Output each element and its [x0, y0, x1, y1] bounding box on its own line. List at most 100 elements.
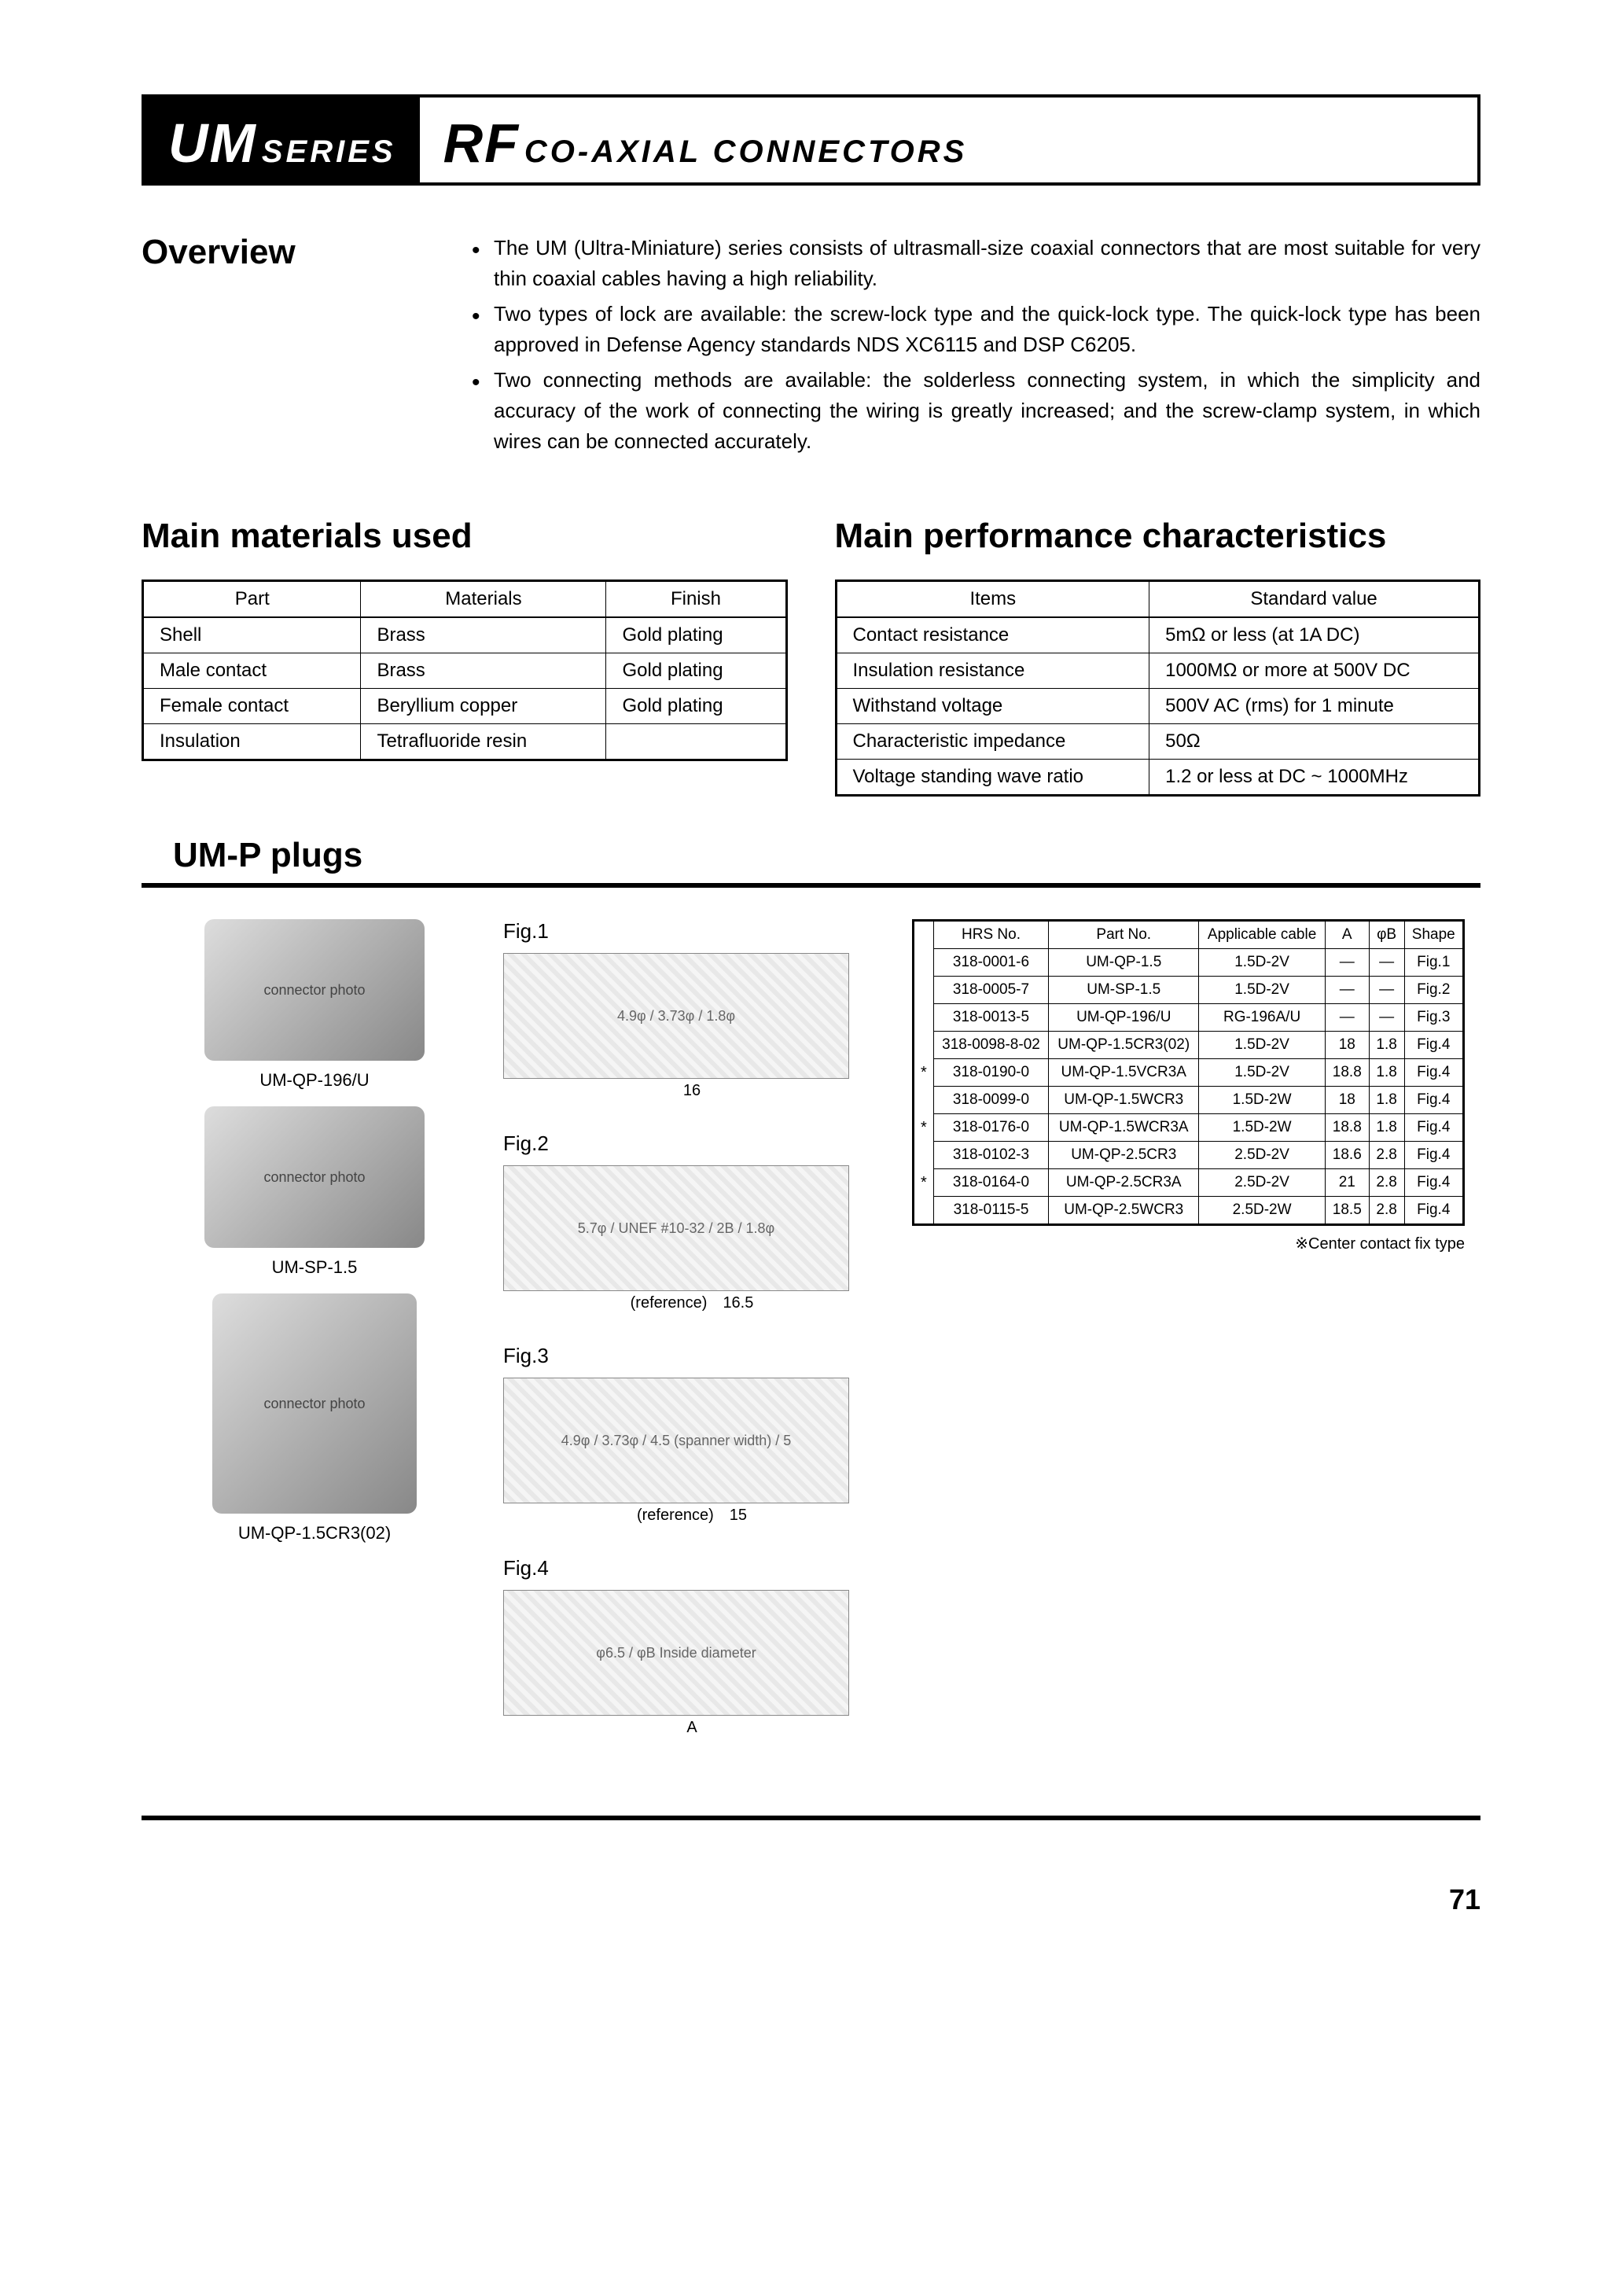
title-right: RF CO-AXIAL CONNECTORS [420, 98, 1477, 182]
performance-col-header: Standard value [1149, 581, 1480, 618]
parts-cell: UM-SP-1.5 [1049, 977, 1199, 1004]
parts-cell: — [1325, 949, 1369, 977]
plug-photo-image: connector photo [212, 1293, 417, 1514]
plug-photo-image: connector photo [204, 1106, 425, 1248]
parts-table: HRS No. Part No. Applicable cable A φB S… [912, 919, 1465, 1226]
parts-cell: Fig.4 [1404, 1087, 1463, 1114]
parts-cell: UM-QP-1.5CR3(02) [1049, 1032, 1199, 1059]
parts-row-star: * [914, 1169, 934, 1197]
parts-cell: 318-0099-0 [933, 1087, 1048, 1114]
parts-cell: Fig.3 [1404, 1004, 1463, 1032]
parts-row-star [914, 1087, 934, 1114]
parts-cell: Fig.4 [1404, 1142, 1463, 1169]
parts-cell: 318-0176-0 [933, 1114, 1048, 1142]
parts-cell: 2.5D-2V [1199, 1169, 1326, 1197]
parts-cell: 18.8 [1325, 1059, 1369, 1087]
materials-cell: Tetrafluoride resin [361, 724, 606, 760]
divider-rule [142, 883, 1480, 888]
parts-cell: 18.6 [1325, 1142, 1369, 1169]
parts-row-star [914, 1004, 934, 1032]
materials-cell: Insulation [143, 724, 361, 760]
materials-cell: Brass [361, 617, 606, 653]
parts-table-note: ※Center contact fix type [912, 1234, 1465, 1253]
parts-cell: Fig.2 [1404, 977, 1463, 1004]
materials-cell: Brass [361, 653, 606, 689]
parts-cell: 21 [1325, 1169, 1369, 1197]
parts-cell: — [1369, 977, 1404, 1004]
parts-cell: 18 [1325, 1087, 1369, 1114]
parts-cell: — [1369, 1004, 1404, 1032]
parts-col-header: A [1325, 921, 1369, 949]
title-right-big: RF [443, 112, 520, 175]
title-left-small: SERIES [262, 134, 396, 170]
figure-diagram: 5.7φ / UNEF #10-32 / 2B / 1.8φ [503, 1165, 849, 1291]
parts-col-header: Part No. [1049, 921, 1199, 949]
figure-block: Fig.34.9φ / 3.73φ / 4.5 (spanner width) … [503, 1344, 881, 1525]
parts-cell: 18.8 [1325, 1114, 1369, 1142]
materials-cell [606, 724, 786, 760]
parts-cell: 1.8 [1369, 1032, 1404, 1059]
performance-heading: Main performance characteristics [835, 517, 1481, 556]
parts-cell: 318-0115-5 [933, 1197, 1048, 1225]
performance-cell: 500V AC (rms) for 1 minute [1149, 689, 1480, 724]
parts-cell: 318-0102-3 [933, 1142, 1048, 1169]
parts-cell: 2.8 [1369, 1197, 1404, 1225]
parts-row-star: * [914, 1114, 934, 1142]
materials-cell: Beryllium copper [361, 689, 606, 724]
parts-col-header: φB [1369, 921, 1404, 949]
parts-cell: UM-QP-2.5CR3A [1049, 1169, 1199, 1197]
parts-cell: 18 [1325, 1032, 1369, 1059]
performance-cell: Characteristic impedance [836, 724, 1149, 760]
materials-cell: Female contact [143, 689, 361, 724]
figure-label: Fig.2 [503, 1131, 881, 1156]
parts-cell: 1.8 [1369, 1114, 1404, 1142]
parts-cell: 1.5D-2V [1199, 1059, 1326, 1087]
performance-cell: 1000MΩ or more at 500V DC [1149, 653, 1480, 689]
parts-cell: 318-0005-7 [933, 977, 1048, 1004]
figure-dim-note: A [503, 1719, 881, 1737]
parts-cell: Fig.1 [1404, 949, 1463, 977]
plug-photo: connector photo UM-QP-196/U [157, 919, 472, 1091]
parts-cell: 318-0190-0 [933, 1059, 1048, 1087]
parts-cell: 318-0013-5 [933, 1004, 1048, 1032]
parts-cell: Fig.4 [1404, 1114, 1463, 1142]
parts-cell: UM-QP-1.5VCR3A [1049, 1059, 1199, 1087]
title-left-big: UM [168, 112, 257, 175]
overview-heading: Overview [142, 233, 472, 462]
parts-col-header: Applicable cable [1199, 921, 1326, 949]
parts-row-star [914, 1142, 934, 1169]
parts-cell: 1.5D-2V [1199, 1032, 1326, 1059]
parts-cell: UM-QP-1.5WCR3 [1049, 1087, 1199, 1114]
overview-bullet: Two connecting methods are available: th… [472, 365, 1480, 457]
parts-col-header: HRS No. [933, 921, 1048, 949]
parts-cell: UM-QP-1.5WCR3A [1049, 1114, 1199, 1142]
plug-photo: connector photoUM-SP-1.5 [157, 1106, 472, 1278]
figure-label: Fig.3 [503, 1344, 881, 1368]
page-number: 71 [142, 1883, 1480, 1916]
performance-cell: 50Ω [1149, 724, 1480, 760]
plug-photo-image: connector photo [204, 919, 425, 1061]
plugs-heading: UM-P plugs [173, 836, 1480, 875]
parts-cell: RG-196A/U [1199, 1004, 1326, 1032]
materials-cell: Shell [143, 617, 361, 653]
parts-cell: 1.8 [1369, 1059, 1404, 1087]
parts-cell: — [1325, 1004, 1369, 1032]
overview-list: The UM (Ultra-Miniature) series consists… [472, 233, 1480, 462]
bottom-rule-wrap [142, 1816, 1480, 1820]
performance-cell: Insulation resistance [836, 653, 1149, 689]
parts-cell: UM-QP-2.5WCR3 [1049, 1197, 1199, 1225]
parts-cell: 1.5D-2V [1199, 977, 1326, 1004]
materials-heading: Main materials used [142, 517, 788, 556]
plug-photo: connector photoUM-QP-1.5CR3(02) [157, 1293, 472, 1544]
parts-cell: 1.8 [1369, 1087, 1404, 1114]
parts-cell: 2.5D-2V [1199, 1142, 1326, 1169]
parts-cell: Fig.4 [1404, 1032, 1463, 1059]
parts-cell: 2.8 [1369, 1142, 1404, 1169]
title-bar: UM SERIES RF CO-AXIAL CONNECTORS [142, 94, 1480, 186]
figure-diagram: φ6.5 / φB Inside diameter [503, 1590, 849, 1716]
plugs-figures-column: Fig.14.9φ / 3.73φ / 1.8φ16Fig.25.7φ / UN… [503, 919, 881, 1768]
parts-cell: 1.5D-2V [1199, 949, 1326, 977]
plug-photo-caption: UM-QP-196/U [157, 1070, 472, 1091]
parts-cell: 2.8 [1369, 1169, 1404, 1197]
parts-col-header: Shape [1404, 921, 1463, 949]
